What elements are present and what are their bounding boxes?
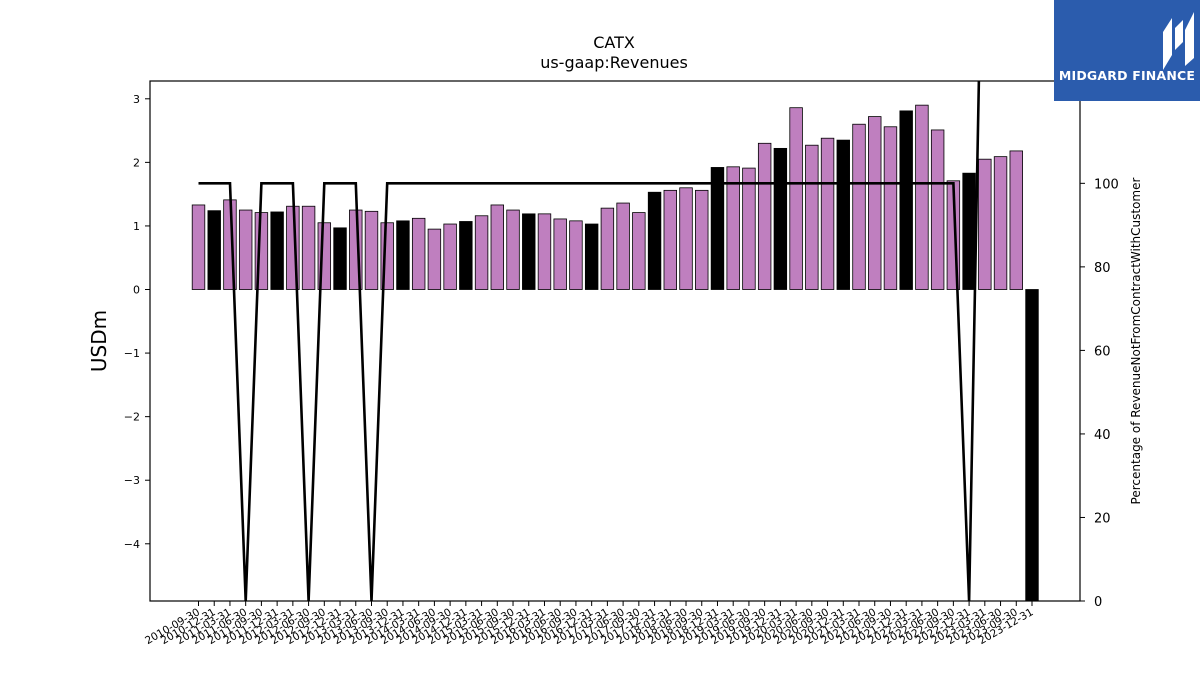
y2-tick-label: 20	[1094, 511, 1111, 526]
bar	[663, 189, 677, 290]
bar	[443, 223, 457, 290]
bar	[569, 220, 583, 290]
bar	[584, 223, 599, 290]
bar	[710, 167, 725, 290]
bar	[773, 147, 788, 290]
bar	[679, 187, 693, 290]
bar	[333, 227, 347, 290]
bar	[726, 166, 740, 290]
bar	[207, 210, 221, 290]
bar	[270, 211, 284, 290]
y-tick-label: 2	[133, 156, 140, 169]
y2-axis-label: Percentage of RevenueNotFromContractWith…	[1129, 178, 1143, 505]
bar	[757, 142, 772, 290]
y-tick-label: 0	[133, 284, 140, 297]
y2-tick-label: 40	[1094, 428, 1111, 443]
y2-tick-label: 60	[1094, 344, 1111, 359]
bar	[868, 116, 882, 290]
bar	[899, 110, 913, 290]
y-tick-label: −4	[124, 538, 140, 551]
bar	[616, 202, 630, 290]
plot-frame	[149, 80, 1081, 602]
bar	[978, 158, 992, 290]
y-tick-label: −1	[124, 347, 140, 360]
y-tick-label: 1	[133, 220, 140, 233]
bar	[427, 228, 442, 290]
y-axis-label: USDm	[87, 310, 111, 372]
bar	[396, 220, 410, 290]
y-tick-label: 3	[133, 93, 140, 106]
bar	[411, 217, 426, 290]
y2-tick-label: 80	[1094, 261, 1111, 276]
chart-subtitle: us-gaap:Revenues	[540, 53, 688, 72]
bar	[238, 209, 253, 290]
bar	[632, 212, 646, 290]
bar	[600, 207, 615, 290]
chart-title: CATX	[593, 33, 635, 52]
bar	[993, 156, 1008, 290]
bar	[742, 167, 756, 290]
bar	[474, 215, 489, 290]
bar	[805, 144, 819, 290]
bar	[930, 129, 945, 290]
plot-area: 3210−1−2−3−40204060801002010-09-302010-1…	[124, 80, 1119, 647]
bar	[789, 107, 803, 290]
bar	[364, 210, 379, 290]
bar	[883, 126, 898, 290]
logo-text: MIDGARD FINANCE	[1058, 68, 1196, 83]
y-tick-label: −2	[124, 411, 140, 424]
logo-icon	[1163, 12, 1194, 70]
bar	[1009, 150, 1023, 290]
company-logo: MIDGARD FINANCE	[1054, 0, 1200, 101]
bar	[459, 221, 473, 290]
bar	[553, 218, 567, 290]
bar	[915, 104, 929, 290]
bar	[191, 204, 206, 290]
bar	[962, 172, 976, 290]
bar	[836, 139, 850, 290]
bar	[506, 209, 520, 290]
bar	[852, 123, 866, 290]
bar	[490, 204, 505, 290]
y2-tick-label: 100	[1094, 177, 1119, 192]
bar	[301, 205, 316, 290]
y-tick-label: −3	[124, 474, 140, 487]
bar	[522, 213, 536, 290]
series-line	[198, 81, 981, 601]
y2-tick-label: 0	[1094, 595, 1102, 610]
bar	[1025, 289, 1039, 602]
bar	[537, 213, 552, 290]
bar	[695, 189, 709, 290]
bar	[647, 191, 662, 290]
bar	[820, 137, 835, 290]
